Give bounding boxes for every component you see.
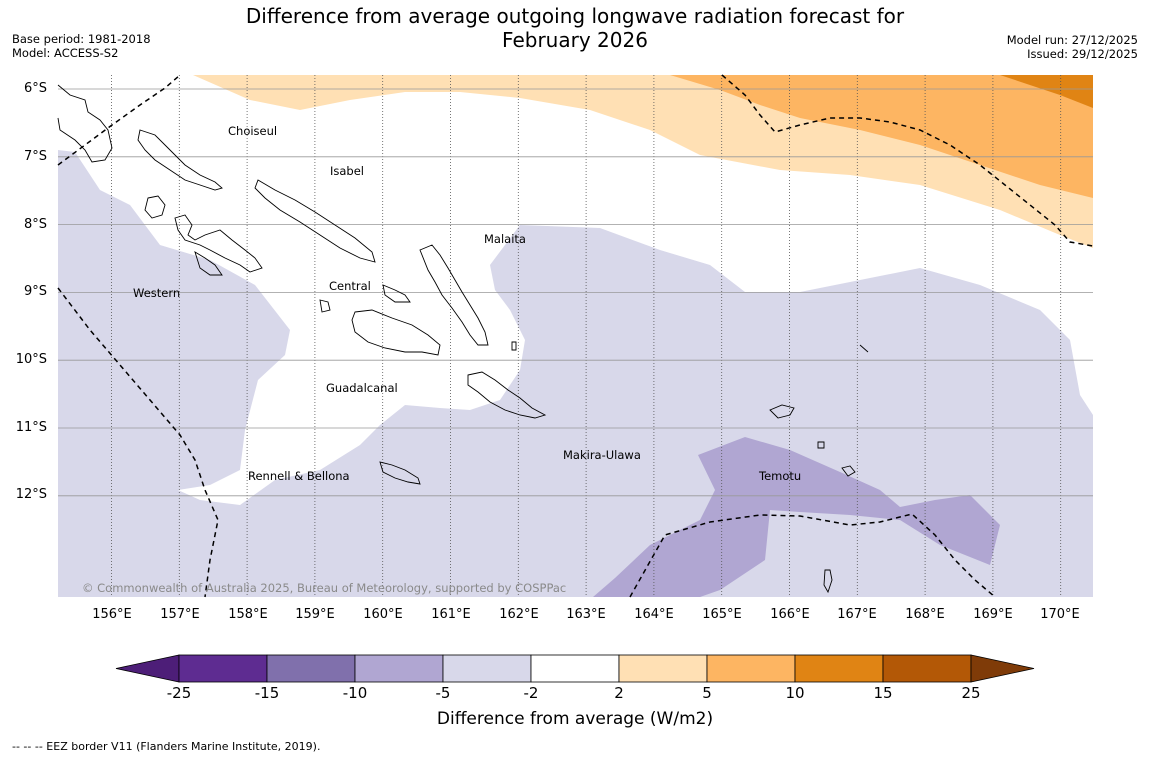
title-line-2: February 2026 [502,28,648,52]
lon-label-167e: 167°E [837,607,877,622]
colorbar-segment [442,654,532,683]
colorbar-label: Difference from average (W/m2) [436,709,714,729]
colorbar-extend-max [970,654,1035,683]
lon-label-166e: 166°E [770,607,810,622]
region-label-temotu: Temotu [759,469,802,483]
graticule [58,75,1093,597]
lon-label-157e: 157°E [160,607,200,622]
island-florida [382,284,411,303]
map-title: Difference from average outgoing longwav… [200,4,950,52]
colorbar-tick-6: 5 [702,684,712,702]
island-makira [467,371,547,419]
colorbar-tick-0: -25 [166,684,192,702]
colorbar-extend-min [115,654,180,683]
colorbar-segment [530,654,620,683]
island-vella-lavella [144,195,166,219]
lat-label-7s: 7°S [23,149,47,164]
island-ulawa [511,341,517,351]
lon-label-163e: 163°E [566,607,606,622]
eez-border-west [57,287,219,598]
anomaly-region-pos-10-15 [1000,75,1093,108]
region-label-choiseul: Choiseul [228,124,278,138]
island-new-georgia [174,214,263,273]
island-small-2 [859,344,869,353]
lon-label-159e: 159°E [295,607,335,622]
island-vanikoro [817,441,825,449]
region-label-central: Central [329,279,371,293]
colorbar-segment [706,654,796,683]
lat-label-6s: 6°S [23,81,47,96]
colorbar-segment [882,654,972,683]
island-guadalcanal [351,309,441,356]
island-isabel [254,179,376,263]
region-label-rennell-bellona: Rennell & Bellona [248,469,350,483]
model-run: Model run: 27/12/2025 [1006,33,1138,47]
map-fill-layer [58,75,1093,597]
colorbar-tick-5: 2 [614,684,624,702]
lon-label-161e: 161°E [431,607,471,622]
island-utupua [841,465,856,477]
lat-label-10s: 10°S [15,352,47,367]
lat-label-9s: 9°S [23,284,47,299]
island-santa-cruz [769,404,795,419]
lat-label-8s: 8°S [23,217,47,232]
issued-date: Issued: 29/12/2025 [1027,47,1138,61]
lon-label-160e: 160°E [363,607,403,622]
lon-label-170e: 170°E [1040,607,1080,622]
lon-label-169e: 169°E [973,607,1013,622]
region-label-makira-ulawa: Makira-Ulawa [563,448,641,462]
colorbar-tick-9: 25 [961,684,981,702]
colorbar-tick-4: -2 [523,684,539,702]
run-info: Model run: 27/12/2025 Issued: 29/12/2025 [1007,33,1138,61]
eez-borders [57,74,1094,598]
island-bougainville [57,84,113,163]
coastlines [57,84,869,594]
lon-label-165e: 165°E [702,607,742,622]
copyright-notice: © Commonwealth of Australia 2025, Bureau… [82,581,567,595]
colorbar-segment [266,654,356,683]
island-rennell [379,461,421,485]
colorbar-segment [618,654,708,683]
colorbar-tick-7: 10 [785,684,805,702]
colorbar-tick-2: -10 [342,684,368,702]
colorbar-tick-8: 15 [873,684,893,702]
island-small-1 [823,569,833,594]
base-period: Base period: 1981-2018 [12,32,151,46]
lon-label-168e: 168°E [905,607,945,622]
colorbar-tick-3: -5 [435,684,451,702]
island-rendova [194,251,223,276]
lon-label-164e: 164°E [634,607,674,622]
colorbar-segment [178,654,268,683]
colorbar-segment [794,654,884,683]
eez-border-north-east [721,74,1094,247]
lat-label-12s: 12°S [15,487,47,502]
lat-label-11s: 11°S [15,420,47,435]
anomaly-region-pos-5-10 [670,75,1093,198]
eez-legend-note: -- -- -- EEZ border V11 (Flanders Marine… [12,740,321,753]
island-malaita [419,244,489,346]
region-label-isabel: Isabel [330,164,365,178]
region-label-western: Western [133,286,181,300]
anomaly-region-neg-10-5 [593,437,1000,597]
region-label-malaita: Malaita [484,232,526,246]
colorbar [115,654,1035,683]
island-russell [319,299,331,313]
title-line-1: Difference from average outgoing longwav… [245,4,905,28]
lon-label-158e: 158°E [228,607,268,622]
colorbar-segment [354,654,444,683]
model-info: Base period: 1981-2018 Model: ACCESS-S2 [12,32,151,60]
colorbar-tick-1: -15 [254,684,280,702]
island-choiseul [137,129,223,191]
region-label-guadalcanal: Guadalcanal [326,381,398,395]
model-name: Model: ACCESS-S2 [12,46,119,60]
eez-border-north [57,74,181,166]
lon-label-156e: 156°E [92,607,132,622]
lon-label-162e: 162°E [499,607,539,622]
